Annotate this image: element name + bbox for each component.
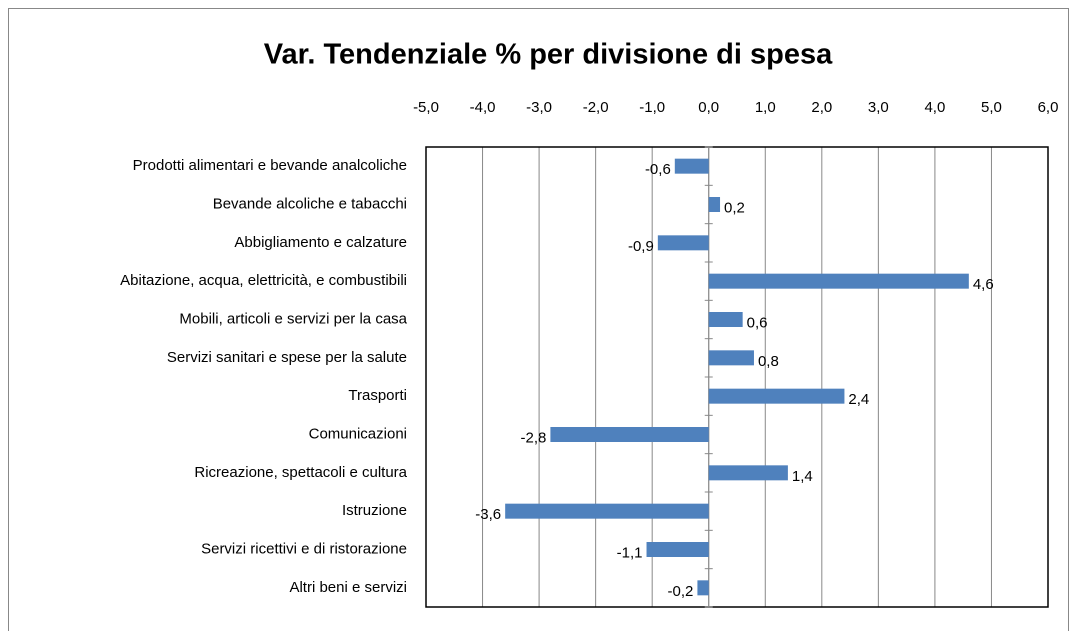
- bar: [708, 273, 969, 289]
- bar: [550, 427, 709, 442]
- y-tick-label: Ricreazione, spettacoli e cultura: [194, 464, 407, 481]
- x-tick-label: 6,0: [1038, 99, 1059, 116]
- x-tick-label: 0,0: [698, 99, 719, 116]
- bar: [674, 158, 709, 174]
- bar: [708, 312, 743, 327]
- data-label: -0,6: [645, 161, 671, 178]
- data-label: -1,1: [617, 544, 643, 561]
- data-label: -3,6: [475, 506, 501, 523]
- x-tick-label: -5,0: [413, 99, 439, 116]
- plot-border: [425, 146, 1049, 608]
- x-tick-label: 2,0: [811, 99, 832, 116]
- bar: [697, 580, 709, 596]
- data-label: 0,8: [758, 353, 779, 370]
- y-tick-label: Comunicazioni: [309, 425, 407, 442]
- data-label: 0,6: [747, 314, 768, 331]
- y-tick-label: Prodotti alimentari e bevande analcolich…: [133, 157, 407, 174]
- y-tick-label: Abbigliamento e calzature: [234, 234, 407, 251]
- y-tick-label: Istruzione: [342, 502, 407, 519]
- data-label: 1,4: [792, 468, 813, 485]
- y-tick-label: Bevande alcoliche e tabacchi: [213, 195, 407, 212]
- bar: [708, 197, 721, 212]
- x-tick-label: 3,0: [868, 99, 889, 116]
- x-tick-label: -2,0: [583, 99, 609, 116]
- y-tick-label: Mobili, articoli e servizi per la casa: [179, 310, 407, 327]
- bar: [657, 235, 709, 251]
- chart-border: [8, 8, 1069, 631]
- x-tick-label: 5,0: [981, 99, 1002, 116]
- x-tick-label: 4,0: [924, 99, 945, 116]
- data-label: 2,4: [848, 391, 869, 408]
- data-label: 4,6: [973, 276, 994, 293]
- bar: [505, 503, 709, 519]
- x-tick-label: -3,0: [526, 99, 552, 116]
- chart-title: Var. Tendenziale % per divisione di spes…: [264, 39, 833, 71]
- data-label: -0,2: [668, 583, 694, 600]
- data-label: -0,9: [628, 238, 654, 255]
- data-label: -2,8: [521, 429, 547, 446]
- bar: [708, 465, 788, 481]
- bar: [708, 350, 754, 366]
- x-tick-label: -4,0: [470, 99, 496, 116]
- y-tick-label: Servizi ricettivi e di ristorazione: [201, 540, 407, 557]
- y-tick-label: Trasporti: [348, 387, 407, 404]
- x-tick-label: -1,0: [639, 99, 665, 116]
- y-tick-label: Altri beni e servizi: [289, 579, 407, 596]
- y-tick-label: Servizi sanitari e spese per la salute: [167, 349, 407, 366]
- data-label: 0,2: [724, 199, 745, 216]
- bar: [708, 388, 845, 404]
- y-tick-label: Abitazione, acqua, elettricità, e combus…: [120, 272, 407, 289]
- bar: [646, 542, 709, 557]
- x-tick-label: 1,0: [755, 99, 776, 116]
